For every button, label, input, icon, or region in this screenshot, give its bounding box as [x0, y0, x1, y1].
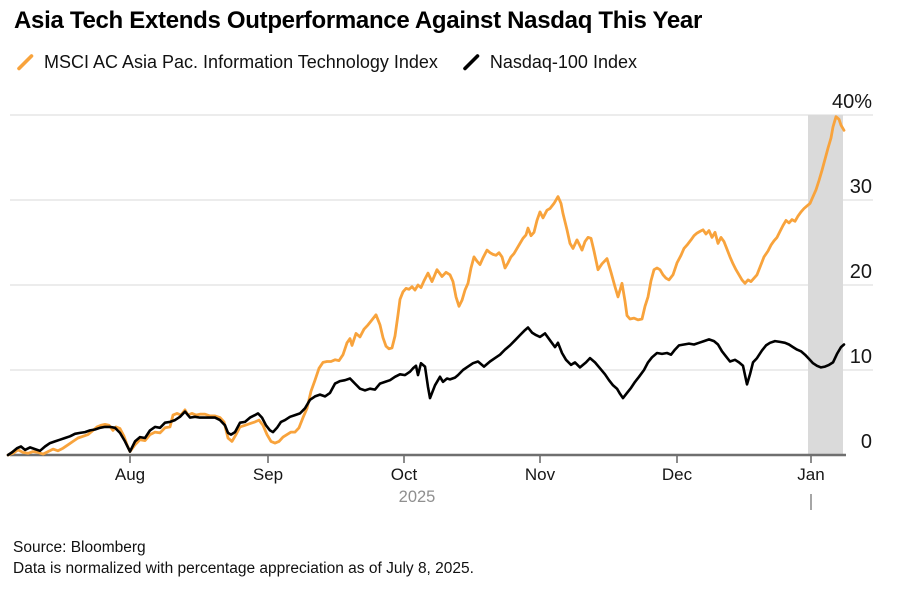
x-axis-label: Aug	[115, 465, 145, 484]
year-label: 2025	[399, 488, 436, 506]
x-axis-label: Jan	[797, 465, 824, 484]
y-axis-label: 20	[850, 261, 872, 283]
note-line: Data is normalized with percentage appre…	[13, 560, 474, 577]
chart-footer: Source: Bloomberg Data is normalized wit…	[13, 537, 474, 579]
msci-slash-icon	[17, 54, 34, 71]
legend-item-msci: MSCI AC Asia Pac. Information Technology…	[16, 52, 438, 73]
x-axis-label: Sep	[253, 465, 283, 484]
series-line-nasdaq-100	[6, 326, 846, 457]
y-axis-label: 0	[861, 431, 872, 453]
source-line: Source: Bloomberg	[13, 539, 146, 556]
nasdaq-slash-icon	[463, 54, 480, 71]
series-line-msci-asia-pac-it	[6, 115, 846, 457]
x-axis-label: Dec	[662, 465, 693, 484]
line-chart-canvas: 0 10 20 30 40% Aug Sep Oct Nov Dec Jan 2025	[6, 91, 873, 510]
page-title: Asia Tech Extends Outperformance Against…	[14, 7, 703, 34]
x-axis-label: Nov	[525, 465, 556, 484]
y-axis-label: 10	[850, 346, 872, 368]
y-axis-label: 40%	[832, 91, 872, 113]
legend-item-nasdaq: Nasdaq-100 Index	[462, 52, 637, 73]
legend-label-nasdaq: Nasdaq-100 Index	[489, 52, 637, 72]
y-axis-label: 30	[850, 176, 872, 198]
x-axis-label: Oct	[391, 465, 418, 484]
chart-legend: MSCI AC Asia Pac. Information Technology…	[16, 52, 637, 73]
legend-label-msci: MSCI AC Asia Pac. Information Technology…	[44, 52, 438, 72]
